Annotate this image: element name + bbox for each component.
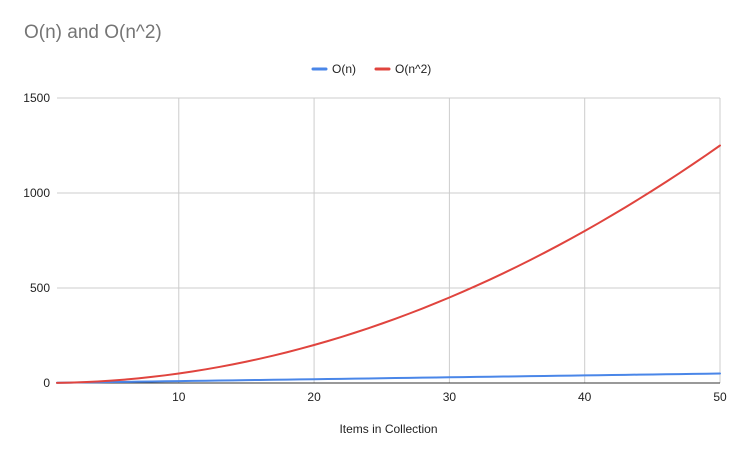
legend-label: O(n^2) xyxy=(395,62,431,76)
x-axis-title: Items in Collection xyxy=(339,422,437,436)
y-tick-label: 1500 xyxy=(23,91,50,105)
y-tick-label: 500 xyxy=(30,281,50,295)
x-tick-label: 50 xyxy=(713,390,727,404)
x-tick-label: 30 xyxy=(443,390,457,404)
x-tick-label: 10 xyxy=(172,390,186,404)
legend-label: O(n) xyxy=(332,62,356,76)
x-tick-label: 40 xyxy=(578,390,592,404)
chart-title: O(n) and O(n^2) xyxy=(24,22,162,43)
y-tick-label: 1000 xyxy=(23,186,50,200)
y-tick-label: 0 xyxy=(43,376,50,390)
series-line-quadratic xyxy=(56,144,721,384)
x-tick-label: 20 xyxy=(307,390,321,404)
series-line-linear xyxy=(56,372,721,384)
